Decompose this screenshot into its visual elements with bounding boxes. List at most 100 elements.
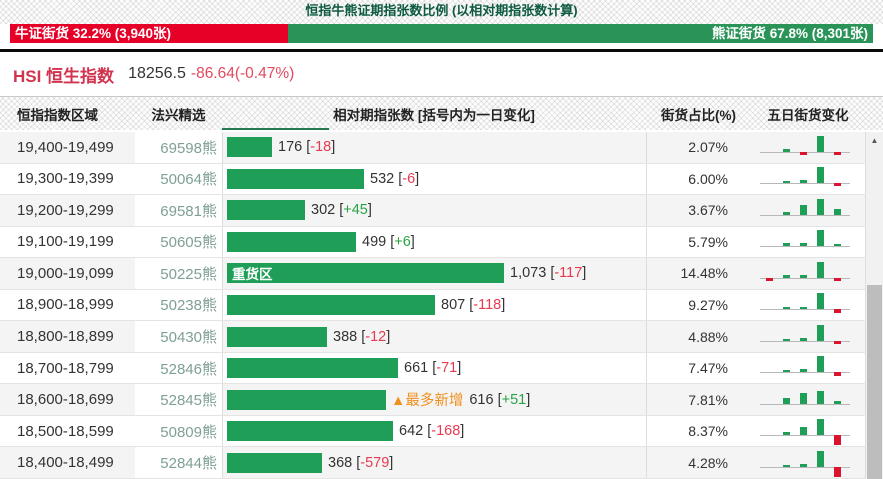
- volume-bar: [227, 200, 305, 221]
- sparkline-baseline: [760, 277, 850, 279]
- one-day-change: +6: [394, 233, 411, 250]
- featured-code-cell[interactable]: 50430熊: [135, 321, 222, 352]
- spark-bar-down: [834, 277, 841, 281]
- featured-code-cell[interactable]: 52845熊: [135, 384, 222, 415]
- spark-bar-up: [817, 450, 824, 467]
- oi-percent-cell: 4.28%: [646, 447, 750, 478]
- bull-ratio-label: 牛证街货 32.2% (3,940张): [15, 26, 172, 41]
- bull-bear-ratio-bar: 牛证街货 32.2% (3,940张) 熊证街货 67.8% (8,301张): [10, 24, 873, 43]
- volume-bar: [227, 452, 322, 473]
- spark-bar-up: [817, 390, 824, 404]
- volume-bar-cell: 重货区 1,073 [-117]: [222, 258, 646, 289]
- spark-bar-up: [817, 167, 824, 184]
- spark-bar-up: [800, 180, 807, 184]
- five-day-sparkline: [760, 384, 856, 415]
- volume-bar: [227, 421, 393, 442]
- featured-code-cell[interactable]: 50225熊: [135, 258, 222, 289]
- sparkline-baseline: [760, 372, 850, 374]
- spark-bar-down: [834, 435, 841, 446]
- spark-bar-up: [817, 356, 824, 373]
- header-underline: [222, 128, 329, 130]
- five-day-sparkline: [760, 290, 856, 321]
- featured-code-cell[interactable]: 50238熊: [135, 289, 222, 321]
- volume-bar-cell: 661 [-71]: [222, 352, 646, 384]
- featured-code-cell[interactable]: 52846熊: [135, 352, 222, 384]
- table-row: 19,200-19,299 69581熊 302 [+45] 3.67%: [0, 195, 866, 227]
- table-row: 18,800-18,899 50430熊 388 [-12] 4.88%: [0, 321, 866, 353]
- bull-ratio-segment: [10, 24, 288, 43]
- table-row: 19,300-19,399 50064熊 532 [-6] 6.00%: [0, 163, 866, 196]
- volume-bar: 重货区: [227, 263, 504, 284]
- index-name: HSI 恒生指数: [13, 66, 115, 86]
- table-row: 18,700-18,799 52846熊 661 [-71] 7.47%: [0, 352, 866, 385]
- spark-bar-down: [834, 372, 841, 377]
- featured-code-cell[interactable]: 52844熊: [135, 447, 222, 478]
- sparkline-baseline: [760, 214, 850, 216]
- header-oi-percent: 街货占比(%): [661, 107, 736, 123]
- five-day-change-cell: [750, 321, 866, 352]
- one-day-change: +45: [343, 202, 368, 219]
- volume-bar-cell: 302 [+45]: [222, 195, 646, 226]
- index-range-cell: 19,000-19,099: [17, 264, 114, 282]
- scrollbar-up-arrow-icon[interactable]: ▲: [870, 135, 879, 145]
- oi-percent-cell: 4.88%: [646, 321, 750, 352]
- index-range-cell: 19,300-19,399: [17, 170, 114, 188]
- scrollbar-thumb[interactable]: [867, 285, 882, 479]
- one-day-change: -579: [360, 454, 390, 471]
- five-day-sparkline: [760, 447, 856, 478]
- five-day-change-cell: [750, 447, 866, 478]
- featured-code-cell[interactable]: 50605熊: [135, 226, 222, 258]
- five-day-sparkline: [760, 132, 856, 163]
- volume-bar-label: 176 [-18]: [278, 139, 336, 156]
- spark-bar-up: [800, 337, 807, 341]
- oi-percent-cell: 9.27%: [646, 289, 750, 321]
- sparkline-baseline: [760, 466, 850, 468]
- featured-code-cell[interactable]: 50064熊: [135, 163, 222, 195]
- spark-bar-up: [800, 427, 807, 436]
- featured-code-cell[interactable]: 69581熊: [135, 195, 222, 226]
- spark-bar-up: [783, 397, 790, 404]
- table-row: 18,900-18,999 50238熊 807 [-118] 9.27%: [0, 289, 866, 322]
- sparkline-baseline: [760, 340, 850, 342]
- index-range-cell: 18,800-18,899: [17, 328, 114, 346]
- spark-bar-down: [766, 277, 773, 281]
- five-day-change-cell: [750, 352, 866, 384]
- one-day-change: -117: [554, 265, 583, 282]
- one-day-change: -6: [402, 170, 416, 187]
- featured-code-cell[interactable]: 69598熊: [135, 132, 222, 163]
- sparkline-baseline: [760, 246, 850, 248]
- oi-percent-cell: 5.79%: [646, 226, 750, 258]
- featured-code-cell[interactable]: 50809熊: [135, 415, 222, 447]
- table-row: 18,400-18,499 52844熊 368 [-579] 4.28%: [0, 447, 866, 479]
- volume-bar-label: 532 [-6]: [370, 170, 420, 187]
- one-day-change: -168: [431, 423, 461, 440]
- spark-bar-down: [834, 183, 841, 187]
- spark-bar-up: [817, 135, 824, 152]
- table-body: 19,400-19,499 69598熊 176 [-18] 2.07% 19,300-…: [0, 132, 866, 479]
- spark-bar-up: [783, 211, 790, 215]
- spark-bar-up: [783, 432, 790, 436]
- spark-bar-up: [800, 369, 807, 373]
- spark-bar-down: [834, 151, 841, 155]
- spark-bar-up: [800, 243, 807, 247]
- five-day-change-cell: [750, 226, 866, 258]
- one-day-change: +51: [501, 391, 527, 408]
- spark-bar-up: [783, 181, 790, 184]
- page-title: 恒指牛熊证期指张数比例 (以相对期指张数计算): [0, 0, 883, 24]
- spark-bar-up: [834, 400, 841, 404]
- spark-bar-up: [817, 261, 824, 278]
- volume-bar-label: 302 [+45]: [311, 202, 372, 219]
- header-featured: 法兴精选: [151, 107, 206, 123]
- table-row: 19,000-19,099 50225熊 重货区 1,073 [-117] 14.48%: [0, 258, 866, 290]
- scrollbar[interactable]: ▲: [866, 132, 883, 479]
- volume-bar-cell: 388 [-12]: [222, 321, 646, 352]
- five-day-sparkline: [760, 353, 856, 384]
- spark-bar-down: [800, 151, 807, 155]
- table-row: 18,500-18,599 50809熊 642 [-168] 8.37%: [0, 415, 866, 448]
- bear-ratio-label: 熊证街货 67.8% (8,301张): [711, 26, 868, 41]
- spark-bar-up: [800, 204, 807, 215]
- one-day-change: -71: [436, 360, 458, 377]
- divider: [0, 96, 883, 97]
- table-row: 18,600-18,699 52845熊 ▲最多新增 616 [+51] 7.81%: [0, 384, 866, 416]
- volume-bar-label: 1,073 [-117]: [510, 265, 587, 282]
